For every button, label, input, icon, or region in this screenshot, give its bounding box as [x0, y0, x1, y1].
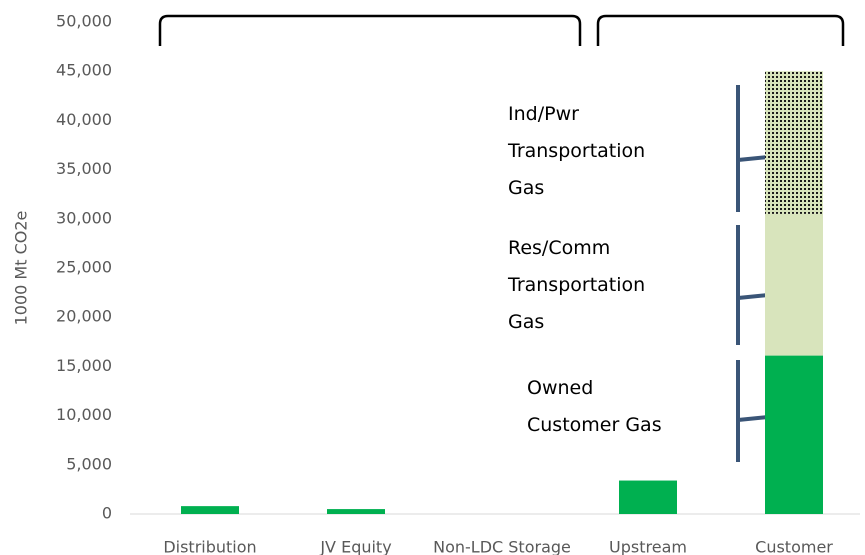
y-tick-label: 35,000: [56, 159, 112, 178]
bar-segment: [619, 480, 677, 514]
y-tick-label: 15,000: [56, 356, 112, 375]
annotation-brackets: [736, 85, 769, 462]
y-tick-label: 5,000: [66, 454, 112, 473]
bar-segment: [765, 71, 823, 214]
bracket: [158, 14, 582, 46]
y-tick-label: 45,000: [56, 61, 112, 80]
y-tick-label: 50,000: [56, 12, 112, 31]
x-tick-label: Customer: [755, 538, 833, 555]
y-axis-label: 1000 Mt CO2e: [12, 211, 31, 326]
bar-segment: [181, 506, 239, 514]
series-label: Owned Customer Gas: [527, 377, 662, 436]
y-tick-label: 25,000: [56, 258, 112, 277]
bar-segment: [765, 213, 823, 356]
bar-segment: [765, 355, 823, 514]
x-tick-label: Upstream: [609, 538, 687, 555]
series-label: Ind/Pwr Transportation Gas: [508, 103, 646, 199]
x-tick-label: Distribution: [163, 538, 256, 555]
bar-segment: [327, 509, 385, 514]
y-tick-label: 30,000: [56, 208, 112, 227]
bracket: [596, 14, 845, 46]
y-tick-label: 20,000: [56, 307, 112, 326]
x-tick-label: Non-LDC Storage: [433, 538, 571, 555]
y-tick-label: 0: [102, 504, 112, 523]
y-tick-label: 40,000: [56, 110, 112, 129]
x-tick-label: JV Equity: [319, 538, 391, 555]
y-tick-label: 10,000: [56, 405, 112, 424]
series-label: Res/Comm Transportation Gas: [508, 237, 646, 333]
